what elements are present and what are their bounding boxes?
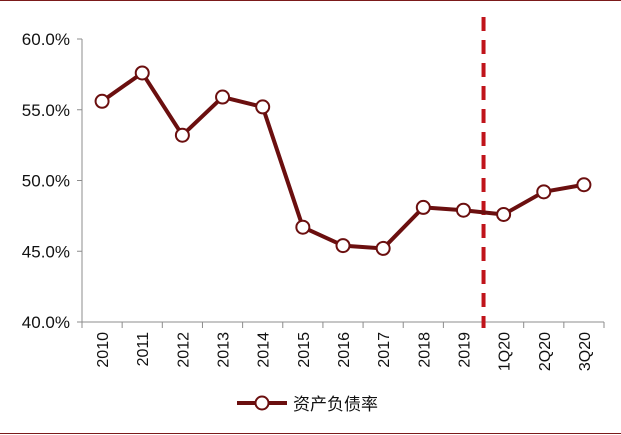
legend-marker bbox=[254, 395, 270, 411]
x-tick-label: 2013 bbox=[216, 332, 233, 368]
y-tick-label: 50.0% bbox=[22, 172, 70, 191]
x-tick-label: 2014 bbox=[256, 332, 273, 368]
y-tick-label: 60.0% bbox=[22, 30, 70, 49]
y-tick-label: 55.0% bbox=[22, 101, 70, 120]
x-tick-label: 2012 bbox=[175, 332, 192, 368]
x-tick-label: 2010 bbox=[95, 332, 112, 368]
data-point bbox=[174, 127, 190, 143]
data-point bbox=[295, 219, 311, 235]
x-tick-label: 1Q20 bbox=[497, 332, 514, 371]
legend: 资产负债率 bbox=[237, 395, 378, 415]
data-point bbox=[94, 93, 110, 109]
data-point bbox=[496, 206, 512, 222]
y-axis: 60.0% 55.0% 50.0% 45.0% 40.0% bbox=[22, 30, 83, 332]
data-point bbox=[134, 65, 150, 81]
y-tick-label: 40.0% bbox=[22, 313, 70, 332]
data-point bbox=[536, 184, 552, 200]
x-tick-label: 2015 bbox=[296, 332, 313, 368]
legend-label: 资产负债率 bbox=[293, 395, 378, 415]
x-tick-label: 2019 bbox=[456, 332, 473, 368]
x-tick-label: 2Q20 bbox=[537, 332, 554, 371]
data-point bbox=[375, 240, 391, 256]
x-tick-label: 2016 bbox=[336, 332, 353, 368]
data-point bbox=[335, 238, 351, 254]
data-point bbox=[415, 199, 431, 215]
series-line bbox=[100, 70, 585, 251]
x-tick-label: 3Q20 bbox=[577, 332, 594, 371]
series-line-group bbox=[94, 65, 592, 256]
data-point bbox=[576, 177, 592, 193]
data-point bbox=[455, 202, 471, 218]
x-axis: 2010 2011 2012 2013 2014 2015 2016 2017 2018 2019… bbox=[81, 321, 605, 371]
x-tick-label: 2011 bbox=[135, 332, 152, 367]
y-tick-label: 45.0% bbox=[22, 242, 70, 261]
data-point bbox=[215, 89, 231, 105]
x-tick-label: 2017 bbox=[376, 332, 393, 368]
x-tick-label: 2018 bbox=[416, 332, 433, 368]
data-point bbox=[255, 99, 271, 115]
